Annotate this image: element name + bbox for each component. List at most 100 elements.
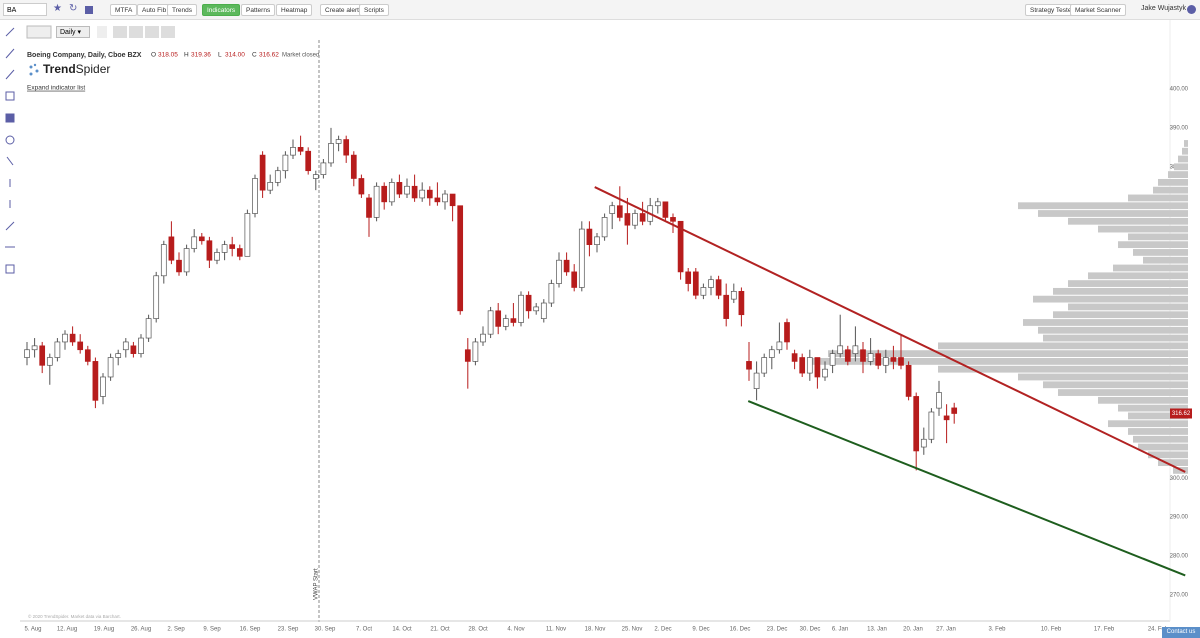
candle-body [290,146,296,156]
refresh-icon[interactable]: ↻ [69,3,78,14]
candle-body [122,341,129,351]
candle-body [442,193,448,203]
market-scanner[interactable]: Market Scanner [1070,4,1126,16]
candle-body [396,182,403,195]
toolbar-button[interactable]: Heatmap [276,4,313,16]
logo-icon [29,63,39,76]
ohlc-key: O [151,52,156,59]
volume-profile-bar [1128,412,1188,420]
volume-profile-bar [828,350,1188,358]
candle-body [449,193,456,207]
tool-button[interactable] [129,26,143,38]
tool-button[interactable] [145,26,159,38]
candle-body [335,139,342,144]
y-tick-label: 290.00 [1170,515,1189,521]
x-tick-label: 28. Oct [468,627,488,633]
symbol-input[interactable]: BA [3,3,47,16]
user-name[interactable]: Jake Wujastyk [1141,5,1186,12]
toolbar-button[interactable]: Patterns [241,4,276,16]
volume-profile-bar [938,342,1188,350]
tool-icon[interactable] [5,48,15,59]
candle-body [951,407,958,414]
volume-profile-bar [1043,334,1188,342]
tool-icon[interactable] [5,69,15,80]
volume-profile-bar [1033,295,1188,303]
tool-button[interactable] [161,26,175,38]
candle-body [563,259,570,273]
candle-body [183,248,190,273]
candle-body [495,310,502,327]
x-tick-label: 17. Feb [1094,627,1115,633]
y-tick-label: 390.00 [1170,125,1189,131]
settings-button[interactable] [97,26,107,38]
tool-icon[interactable] [5,27,15,37]
x-tick-label: 25. Nov [622,627,643,633]
chart-type-button[interactable] [26,25,52,39]
volume-profile-bar [1098,396,1188,404]
candle-body [715,279,722,296]
toolbar-button[interactable]: Scripts [359,4,389,16]
trendline [747,400,1186,577]
tool-icon[interactable] [5,221,15,231]
x-tick-label: 12. Aug [57,627,77,633]
candle-body [852,345,859,354]
chart-title: Boeing Company, Daily, Cboe BZX [27,52,142,59]
color-icon[interactable] [85,6,93,14]
toolbar-button[interactable]: Trends [167,4,197,16]
candle-body [723,294,730,319]
candle-body [100,376,106,397]
candle-body [229,244,236,249]
star-icon[interactable]: ★ [53,3,62,14]
volume-profile-bar [1038,326,1188,334]
tool-icon[interactable] [6,156,14,166]
candle-body [905,364,912,397]
volume-profile-bar [1068,303,1188,311]
tool-icon[interactable] [5,264,15,274]
candle-body [160,244,167,277]
tool-icon[interactable] [5,91,15,101]
candle-body [730,291,737,300]
expand-link[interactable]: Expand indicator list [27,85,85,92]
strategy-tester[interactable]: Strategy Tester [1025,4,1079,16]
volume-profile-bar [1023,319,1188,326]
toolbar-button[interactable]: Auto Fib [137,4,172,16]
interval: Daily [60,29,76,36]
volume-profile-bar [1182,147,1188,155]
candle-body [753,372,760,390]
volume-profile-bar [1174,163,1188,171]
toolbar-button[interactable]: Indicators [202,4,241,16]
toolbar: BA ★ ↻ MTFA Auto Fib Trends Indicators Patte… [0,0,1200,20]
volume-profile-bar [1148,451,1188,459]
candle-body [822,368,828,378]
x-tick-label: 3. Feb [988,627,1006,633]
candle-body [343,139,350,156]
candle-body [244,213,251,257]
tool-button[interactable] [113,26,127,38]
volume-profile-bar [1113,264,1188,272]
candle-body [578,228,585,288]
candle-body [533,306,540,312]
candle-body [791,353,798,362]
candle-body [890,357,897,362]
interval-select[interactable]: Daily ▾ [56,26,90,38]
tool-icon[interactable] [5,135,15,145]
candle-body [586,228,593,245]
candle-body [39,345,46,366]
tool-icon[interactable] [5,113,15,123]
candle-body [502,318,509,327]
x-tick-label: 4. Nov [507,627,524,633]
volume-profile-bar [1158,459,1188,466]
toolbar-button[interactable]: MTFA [110,4,138,16]
x-tick-label: 11. Nov [546,627,566,633]
volume-profile-bar [1018,202,1188,210]
candle-body [328,143,334,164]
candle-body [54,341,61,358]
candle-body [168,236,175,261]
candle-body [77,341,84,351]
x-tick-label: 26. Aug [131,627,151,633]
candle-body [943,415,950,421]
x-tick-label: 2. Dec [654,627,671,633]
contact-button[interactable]: Contact us [1162,627,1200,638]
user-icon[interactable] [1187,5,1196,14]
